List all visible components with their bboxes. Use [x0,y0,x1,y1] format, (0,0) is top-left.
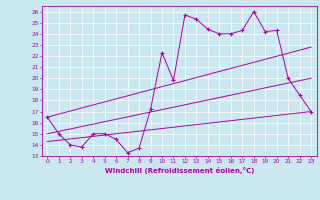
X-axis label: Windchill (Refroidissement éolien,°C): Windchill (Refroidissement éolien,°C) [105,167,254,174]
